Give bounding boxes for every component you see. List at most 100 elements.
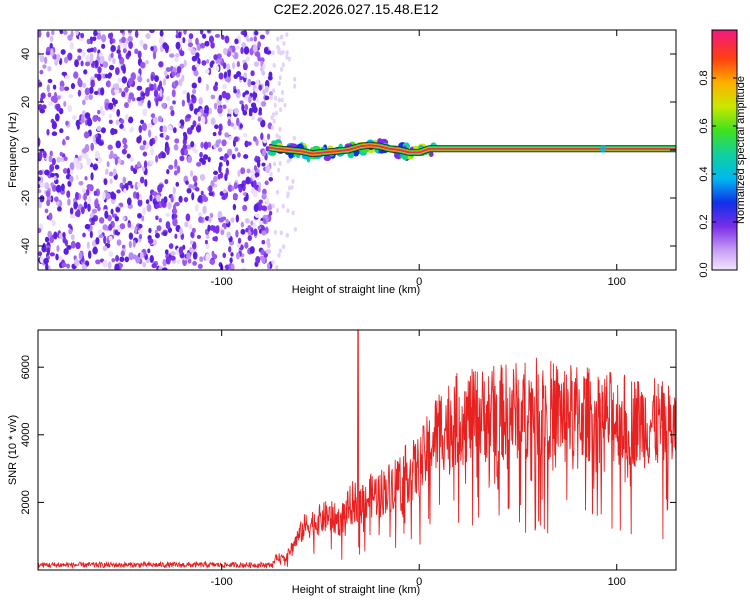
noise-speckle: [259, 57, 265, 63]
noise-speckle: [213, 102, 218, 110]
noise-speckle: [155, 203, 160, 209]
noise-speckle: [124, 86, 129, 93]
noise-speckle: [222, 62, 227, 69]
noise-speckle: [263, 46, 269, 55]
noise-speckle: [59, 151, 63, 157]
noise-speckle: [70, 234, 75, 240]
noise-speckle: [50, 48, 54, 56]
noise-speckle: [60, 183, 65, 192]
noise-speckle: [86, 118, 93, 127]
noise-speckle: [262, 218, 267, 224]
noise-speckle: [73, 201, 79, 209]
noise-speckle: [115, 119, 120, 126]
noise-speckle: [139, 176, 145, 184]
noise-speckle-faint: [285, 175, 289, 181]
noise-speckle: [82, 99, 86, 106]
noise-speckle: [168, 243, 174, 249]
noise-speckle: [86, 157, 92, 166]
colorbar-tick-label: 0.0: [698, 262, 710, 277]
noise-speckle: [139, 251, 144, 259]
noise-speckle: [134, 30, 139, 38]
noise-speckle: [169, 105, 174, 111]
noise-speckle: [54, 196, 59, 202]
noise-speckle-faint: [269, 95, 273, 100]
noise-speckle: [42, 64, 47, 69]
noise-speckle: [39, 256, 44, 264]
noise-speckle: [150, 46, 154, 52]
noise-speckle-layer: [38, 30, 298, 270]
noise-speckle: [97, 109, 101, 115]
noise-speckle: [246, 168, 251, 174]
noise-speckle: [142, 261, 147, 268]
noise-speckle: [77, 55, 82, 61]
noise-speckle: [54, 113, 60, 122]
noise-speckle: [210, 94, 216, 100]
noise-speckle: [176, 66, 182, 74]
noise-speckle: [219, 171, 224, 179]
noise-speckle: [80, 60, 84, 67]
noise-speckle: [177, 122, 181, 127]
noise-speckle: [65, 120, 69, 126]
noise-speckle: [97, 206, 101, 212]
noise-speckle: [182, 144, 188, 151]
noise-speckle: [46, 31, 50, 38]
noise-speckle: [224, 35, 230, 44]
noise-speckle-faint: [291, 179, 295, 184]
noise-speckle: [84, 176, 88, 181]
noise-speckle: [130, 184, 134, 189]
noise-speckle: [259, 255, 264, 261]
noise-speckle: [260, 66, 264, 72]
noise-speckle: [214, 124, 219, 130]
noise-speckle: [242, 109, 248, 116]
noise-speckle: [109, 178, 113, 184]
noise-speckle: [107, 144, 113, 151]
noise-speckle: [108, 223, 113, 231]
noise-speckle: [115, 254, 120, 262]
noise-speckle: [119, 123, 124, 129]
noise-speckle-faint: [273, 102, 277, 108]
noise-speckle: [240, 183, 245, 188]
noise-speckle-faint: [278, 248, 283, 254]
noise-speckle: [127, 222, 132, 228]
noise-speckle: [191, 88, 197, 95]
noise-speckle: [214, 33, 221, 38]
noise-speckle: [64, 75, 70, 80]
noise-speckle: [175, 41, 181, 50]
colorbar-label: Normalized spectral amplitude: [735, 76, 747, 224]
noise-speckle-faint: [275, 189, 279, 195]
noise-speckle: [49, 42, 53, 49]
noise-speckle: [53, 231, 58, 240]
noise-speckle: [247, 230, 252, 236]
noise-speckle: [149, 194, 153, 202]
noise-speckle: [109, 150, 114, 159]
noise-speckle: [241, 103, 245, 112]
noise-speckle: [214, 225, 220, 234]
noise-speckle: [137, 229, 144, 234]
noise-speckle: [171, 89, 176, 98]
noise-speckle: [44, 236, 50, 243]
noise-speckle: [53, 175, 57, 181]
noise-speckle: [162, 78, 167, 86]
noise-speckle: [205, 242, 210, 250]
noise-speckle: [194, 204, 199, 212]
noise-speckle: [230, 217, 235, 223]
noise-speckle: [251, 115, 255, 121]
track-blip: [599, 144, 606, 153]
noise-speckle-faint: [293, 227, 298, 232]
noise-speckle: [76, 123, 80, 130]
noise-speckle: [165, 212, 171, 217]
noise-speckle: [244, 90, 250, 96]
noise-speckle: [115, 206, 121, 213]
noise-speckle: [172, 204, 177, 213]
bottom-x-axis-label: Height of straight line (km): [292, 584, 420, 596]
noise-speckle: [61, 71, 67, 76]
noise-speckle: [231, 185, 235, 191]
noise-speckle: [199, 151, 203, 158]
noise-speckle-faint: [282, 244, 286, 250]
noise-speckle: [202, 205, 207, 215]
noise-speckle: [253, 36, 258, 42]
noise-speckle: [110, 208, 114, 215]
noise-speckle: [152, 116, 158, 124]
noise-speckle-faint: [275, 133, 279, 139]
noise-speckle: [224, 77, 230, 82]
